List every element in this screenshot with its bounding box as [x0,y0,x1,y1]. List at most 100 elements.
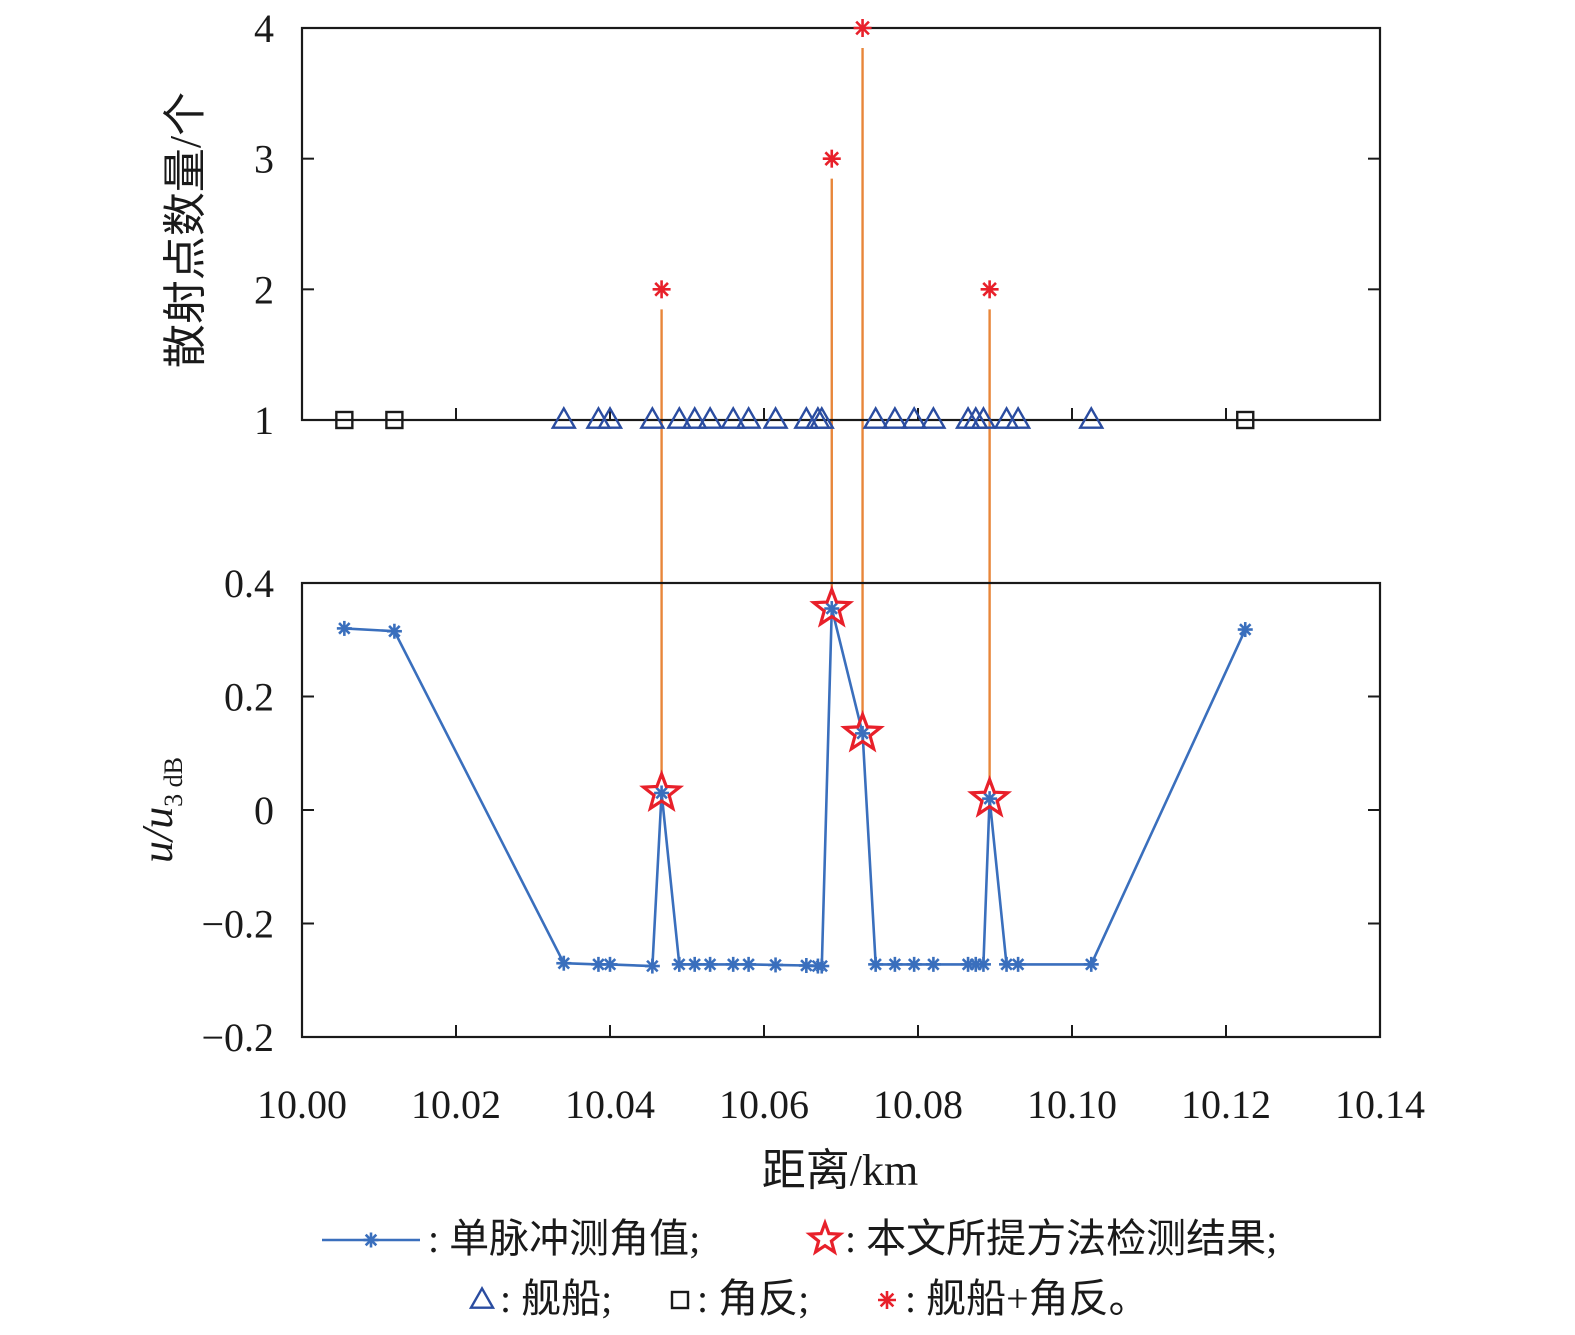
top-y-tick-label: 3 [254,137,274,182]
monopulse-point [654,785,670,801]
monopulse-point-stroke [1000,958,1013,971]
monopulse-point [671,956,687,972]
monopulse-point-stroke [338,622,351,635]
x-tick-label: 10.00 [257,1082,347,1127]
ship-marker [804,406,831,429]
top-plot-frame [300,26,1382,422]
monopulse-point-stroke [856,727,869,740]
legend: : 单脉冲测角值; : 本文所提方法检测结果; : 舰船; : 角反; : 舰船… [322,1216,1277,1321]
legend-red-asterisk-swatch-stroke [879,1292,895,1308]
monopulse-point-stroke [800,959,813,972]
detection-star [639,769,685,812]
ship-reflector-marker-stroke [654,282,669,297]
monopulse-point-stroke [603,958,617,971]
detection-star [967,775,1013,818]
x-tick-label: 10.02 [411,1082,501,1127]
ship-marker [970,406,997,429]
monopulse-point-stroke [927,958,940,971]
bottom-y-tick-label: 0 [254,788,274,833]
ship-marker [962,406,989,429]
monopulse-point-stroke [592,958,605,971]
monopulse-point-stroke [655,786,668,800]
bottom-y-tick-label: 0.2 [224,675,274,720]
monopulse-point-stroke [742,958,755,971]
ship-reflector-marker [822,149,841,168]
monopulse-point-stroke [769,958,782,972]
monopulse-point [1083,956,1099,972]
ship-marker [920,406,947,429]
monopulse-point-stroke [1011,958,1025,971]
ship-marker [639,406,666,429]
monopulse-point-stroke [825,602,838,615]
reflector-marker [335,410,354,430]
x-tick-label: 10.04 [565,1082,655,1127]
ship-marker [666,406,693,429]
top-y-tick-label: 1 [254,398,274,443]
monopulse-point-stroke [1085,958,1098,971]
monopulse-point-stroke [673,958,686,971]
monopulse-point [824,601,840,617]
top-panel: 1 2 3 4 [254,6,1382,443]
legend-triangle-swatch [468,1286,496,1309]
top-y-axis-label: 散射点数量/个 [161,92,210,368]
ship-marker [1078,406,1105,429]
ship-marker [550,406,577,429]
legend-asterisk-swatch [363,1232,379,1248]
ship-marker [1005,406,1032,429]
legend-red-asterisk-swatch [878,1291,896,1309]
legend-square-swatch [670,1290,690,1310]
connector-lines [660,48,991,785]
ship-reflector-marker [652,280,671,299]
monopulse-point [386,623,402,639]
monopulse-point [336,620,352,636]
ship-reflector-marker-stroke [824,151,840,166]
monopulse-point [1237,622,1253,638]
ship-marker [762,406,789,429]
detection-star [840,709,885,753]
monopulse-point-stroke [907,958,921,971]
monopulse-point [982,791,998,807]
x-tick-label: 10.06 [719,1082,809,1127]
monopulse-point-stroke [646,959,659,973]
ship-marker [993,406,1020,429]
ship-marker [954,406,982,429]
ship-marker [720,406,747,429]
reflector-marker [385,410,404,430]
monopulse-point-stroke [815,959,828,973]
legend-star-swatch [805,1218,845,1256]
ship-marker [881,406,908,429]
legend-asterisk-swatch-stroke [364,1233,378,1247]
monopulse-point-stroke [703,958,717,971]
ship-marker [808,406,835,429]
x-axis-label: 距离/km [762,1146,918,1195]
ship-marker [585,406,612,429]
monopulse-point-stroke [688,958,701,971]
ship-reflector-marker-stroke [855,20,870,36]
bottom-y-axis-label: u/u3 dB [133,757,188,863]
ship-marker [793,406,820,429]
monopulse-point [855,725,871,741]
monopulse-point-stroke [1239,623,1252,636]
ship-marker [681,406,708,429]
monopulse-point [687,956,703,972]
legend-text-reflector: : 角反; [697,1276,809,1321]
top-y-tick-label: 4 [254,6,274,51]
monopulse-point [602,956,618,972]
ship-marker [697,406,724,429]
monopulse-point [975,956,991,972]
monopulse-point [725,956,741,972]
monopulse-point [644,958,660,974]
monopulse-point-stroke [888,958,902,971]
bottom-y-axis-label-main: u/u [133,807,182,863]
legend-text-ship-reflector: : 舰船+角反。 [905,1276,1149,1321]
x-tick-label: 10.10 [1027,1082,1117,1127]
monopulse-point [868,956,884,972]
monopulse-point [1010,956,1026,972]
monopulse-point-stroke [388,625,401,638]
ship-marker [596,406,624,429]
monopulse-point-stroke [557,957,571,970]
top-y-tick-label: 2 [254,267,274,312]
monopulse-point [768,957,784,973]
x-tick-label: 10.12 [1181,1082,1271,1127]
